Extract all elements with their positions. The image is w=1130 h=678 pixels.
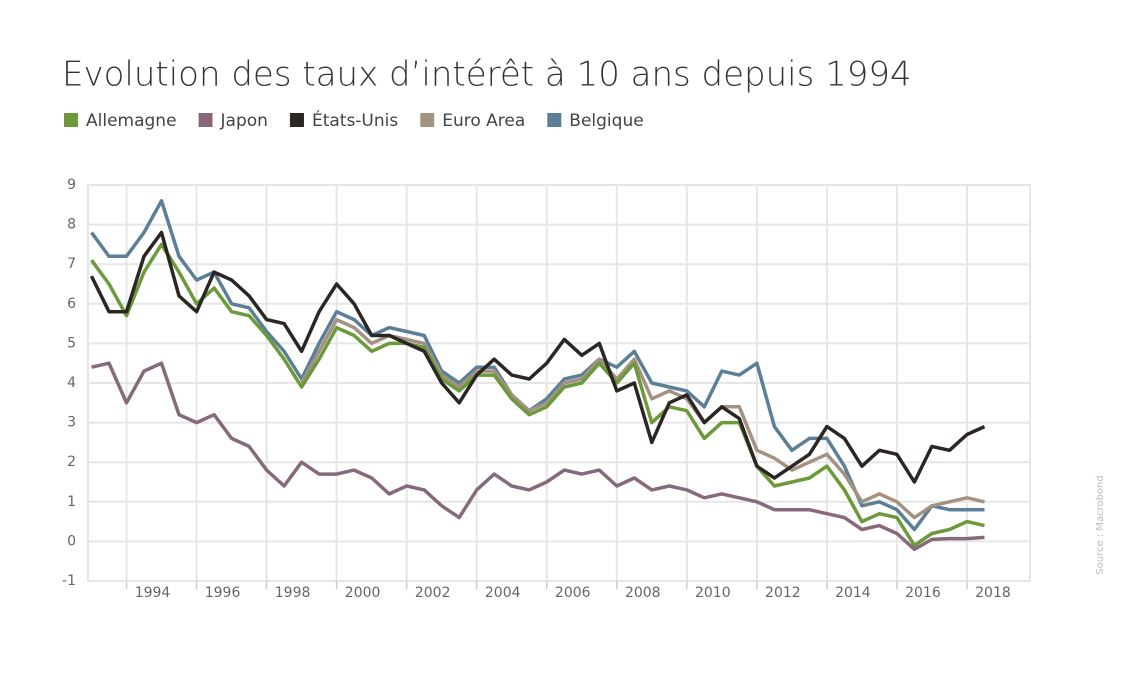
x-tick-label: 2008 (625, 585, 661, 601)
legend-swatch (64, 113, 78, 127)
series-line (91, 361, 985, 552)
x-tick-label: 1996 (205, 585, 241, 601)
y-tick-label: 8 (67, 217, 76, 233)
x-tick-label: 1994 (135, 585, 171, 601)
y-tick-label: 2 (67, 454, 76, 470)
legend-label: États-Unis (312, 109, 398, 131)
x-tick-label: 2004 (485, 585, 521, 601)
legend-label: Euro Area (442, 111, 525, 131)
x-tick-label: 2016 (905, 585, 941, 601)
source: Source : Macrobond (1095, 475, 1106, 575)
x-tick-label: 2000 (345, 585, 381, 601)
x-tick-label: 2006 (555, 585, 591, 601)
y-tick-label: 0 (67, 533, 76, 549)
y-tick-label: 9 (67, 177, 76, 193)
legend-label: Belgique (569, 111, 643, 131)
y-tick-label: 6 (67, 296, 76, 312)
x-tick-label: 2010 (695, 585, 731, 601)
legend-swatch (198, 113, 213, 127)
series-line (89, 230, 986, 484)
x-tick-label: 1998 (275, 585, 311, 601)
y-tick-label: 7 (67, 256, 76, 272)
y-tick-label: 4 (67, 375, 76, 391)
x-tick-label: 2002 (415, 585, 451, 601)
legend-label: Allemagne (86, 111, 177, 131)
legend-swatch (547, 113, 562, 127)
x-tick-label: 2018 (975, 585, 1011, 601)
legend-swatch (420, 113, 435, 127)
legend-swatch (289, 113, 304, 127)
series-line (90, 242, 985, 548)
y-tick-label: -1 (62, 573, 76, 589)
x-tick-label: 2012 (765, 585, 801, 601)
y-tick-label: 5 (67, 335, 76, 351)
series-line (90, 199, 985, 532)
series-line (300, 317, 985, 520)
y-tick-label: 1 (67, 494, 76, 510)
chart-title: Evolution des taux d’intérêt à 10 ans de… (62, 55, 912, 95)
x-tick-label: 2014 (835, 585, 871, 601)
legend-label: Japon (220, 111, 268, 131)
y-tick-label: 3 (67, 415, 76, 431)
